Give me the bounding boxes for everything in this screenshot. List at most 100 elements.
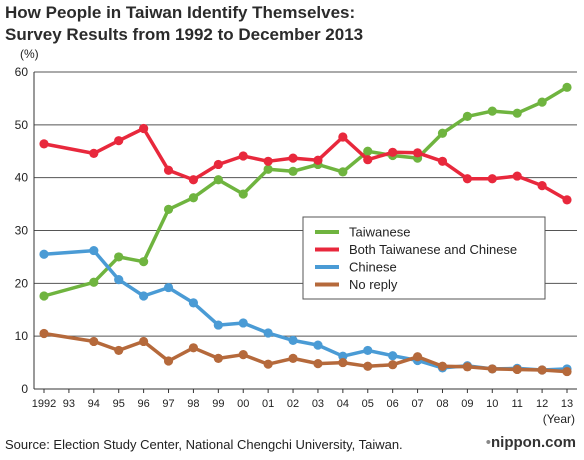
x-tick-label: 95 (113, 398, 125, 410)
data-point (363, 146, 373, 156)
data-point (114, 345, 124, 356)
data-point (487, 364, 497, 374)
series-no-reply (39, 328, 572, 377)
data-point (238, 189, 248, 199)
x-tick-label: 06 (387, 398, 399, 410)
y-tick-label: 0 (21, 382, 28, 396)
data-point (89, 245, 99, 256)
data-point (263, 328, 273, 338)
data-point (213, 353, 223, 363)
data-point (39, 249, 49, 259)
data-point (114, 252, 124, 262)
data-point (388, 147, 398, 157)
data-point (338, 132, 348, 142)
data-point (288, 353, 298, 363)
data-point (388, 351, 398, 361)
x-tick-label: 94 (88, 398, 100, 410)
y-tick-labels: 0 10 20 30 40 50 60 (15, 65, 29, 396)
data-point (89, 336, 99, 347)
data-point (163, 356, 174, 366)
brand-name: nippon.com (491, 434, 576, 451)
x-tick-label: 00 (237, 398, 249, 410)
source-note: Source: Election Study Center, National … (5, 437, 403, 452)
data-point (363, 345, 373, 356)
legend-entry: Chinese (349, 260, 397, 275)
data-point (188, 193, 199, 203)
data-point (188, 298, 199, 308)
data-point (114, 275, 124, 285)
data-point (412, 148, 423, 158)
x-tick-label: 04 (337, 398, 349, 410)
data-point (562, 366, 572, 377)
x-tick-label: 96 (137, 398, 149, 410)
data-point (213, 175, 223, 185)
data-point (139, 336, 149, 347)
x-tick-label: 05 (362, 398, 374, 410)
data-point (313, 359, 323, 369)
x-tick-label: 10 (486, 398, 498, 410)
axes (33, 72, 577, 393)
data-point (388, 360, 398, 370)
series-both-taiwanese-and-chinese (39, 123, 572, 205)
x-tick-label: 07 (411, 398, 423, 410)
data-point (363, 361, 373, 371)
data-point (462, 174, 472, 184)
y-tick-label: 60 (15, 65, 29, 79)
data-point (462, 362, 472, 372)
y-tick-label: 10 (15, 329, 29, 343)
data-point (114, 136, 124, 146)
chart-title-line-2: Survey Results from 1992 to December 201… (5, 25, 364, 44)
data-point (462, 111, 472, 121)
data-point (512, 108, 522, 118)
data-point (562, 195, 572, 205)
x-tick-label: 09 (461, 398, 473, 410)
legend-entry: Both Taiwanese and Chinese (349, 242, 517, 257)
data-point (188, 343, 199, 353)
x-tick-label: 97 (162, 398, 174, 410)
data-point (89, 148, 99, 158)
y-tick-label: 50 (15, 118, 29, 132)
data-point (213, 320, 223, 330)
x-tick-label: 02 (287, 398, 299, 410)
chart-title-line-1: How People in Taiwan Identify Themselves… (5, 3, 356, 22)
y-axis-label: (%) (20, 47, 39, 61)
data-point (39, 328, 49, 339)
legend-entry: No reply (349, 277, 398, 292)
data-point (263, 359, 273, 369)
legend-entry: Taiwanese (349, 225, 410, 240)
data-point (163, 204, 174, 214)
data-point (288, 153, 298, 163)
x-axis-label: (Year) (543, 412, 575, 426)
data-point (338, 351, 348, 361)
data-point (39, 139, 49, 149)
data-point (39, 291, 49, 301)
x-tick-label: 03 (312, 398, 324, 410)
x-tick-label: 98 (187, 398, 199, 410)
data-point (338, 357, 348, 368)
data-point (163, 282, 174, 293)
data-point (288, 166, 298, 176)
data-point (238, 151, 248, 161)
x-tick-label: 1992 (32, 398, 56, 410)
data-point (163, 165, 174, 175)
data-point (562, 82, 572, 92)
x-tick-label: 93 (63, 398, 75, 410)
data-point (263, 164, 273, 174)
x-tick-label: 01 (262, 398, 274, 410)
x-tick-label: 08 (436, 398, 448, 410)
data-point (188, 175, 199, 185)
data-point (338, 167, 348, 177)
series-group (39, 82, 572, 377)
data-point (412, 352, 423, 362)
x-tick-label: 12 (536, 398, 548, 410)
data-point (487, 106, 497, 116)
y-tick-label: 40 (15, 171, 29, 185)
data-point (313, 340, 323, 350)
data-point (313, 155, 323, 165)
data-point (537, 180, 547, 191)
brand-dot-icon: • (485, 434, 491, 451)
data-point (537, 365, 547, 375)
data-point (263, 156, 273, 166)
legend: Taiwanese Both Taiwanese and Chinese Chine… (302, 216, 546, 300)
data-point (238, 318, 248, 328)
